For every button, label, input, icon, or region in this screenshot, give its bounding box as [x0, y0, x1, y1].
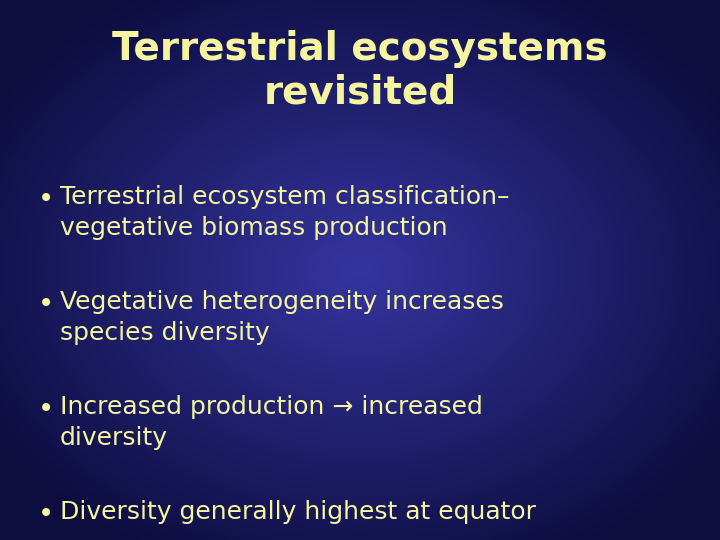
Text: •: •	[38, 500, 54, 528]
Text: Terrestrial ecosystems
revisited: Terrestrial ecosystems revisited	[112, 30, 608, 112]
Text: •: •	[38, 290, 54, 318]
Text: •: •	[38, 185, 54, 213]
Text: Vegetative heterogeneity increases
species diversity: Vegetative heterogeneity increases speci…	[60, 290, 504, 345]
Text: Terrestrial ecosystem classification–
vegetative biomass production: Terrestrial ecosystem classification– ve…	[60, 185, 510, 240]
Text: Diversity generally highest at equator: Diversity generally highest at equator	[60, 500, 536, 524]
Text: Increased production → increased
diversity: Increased production → increased diversi…	[60, 395, 483, 450]
Text: •: •	[38, 395, 54, 423]
